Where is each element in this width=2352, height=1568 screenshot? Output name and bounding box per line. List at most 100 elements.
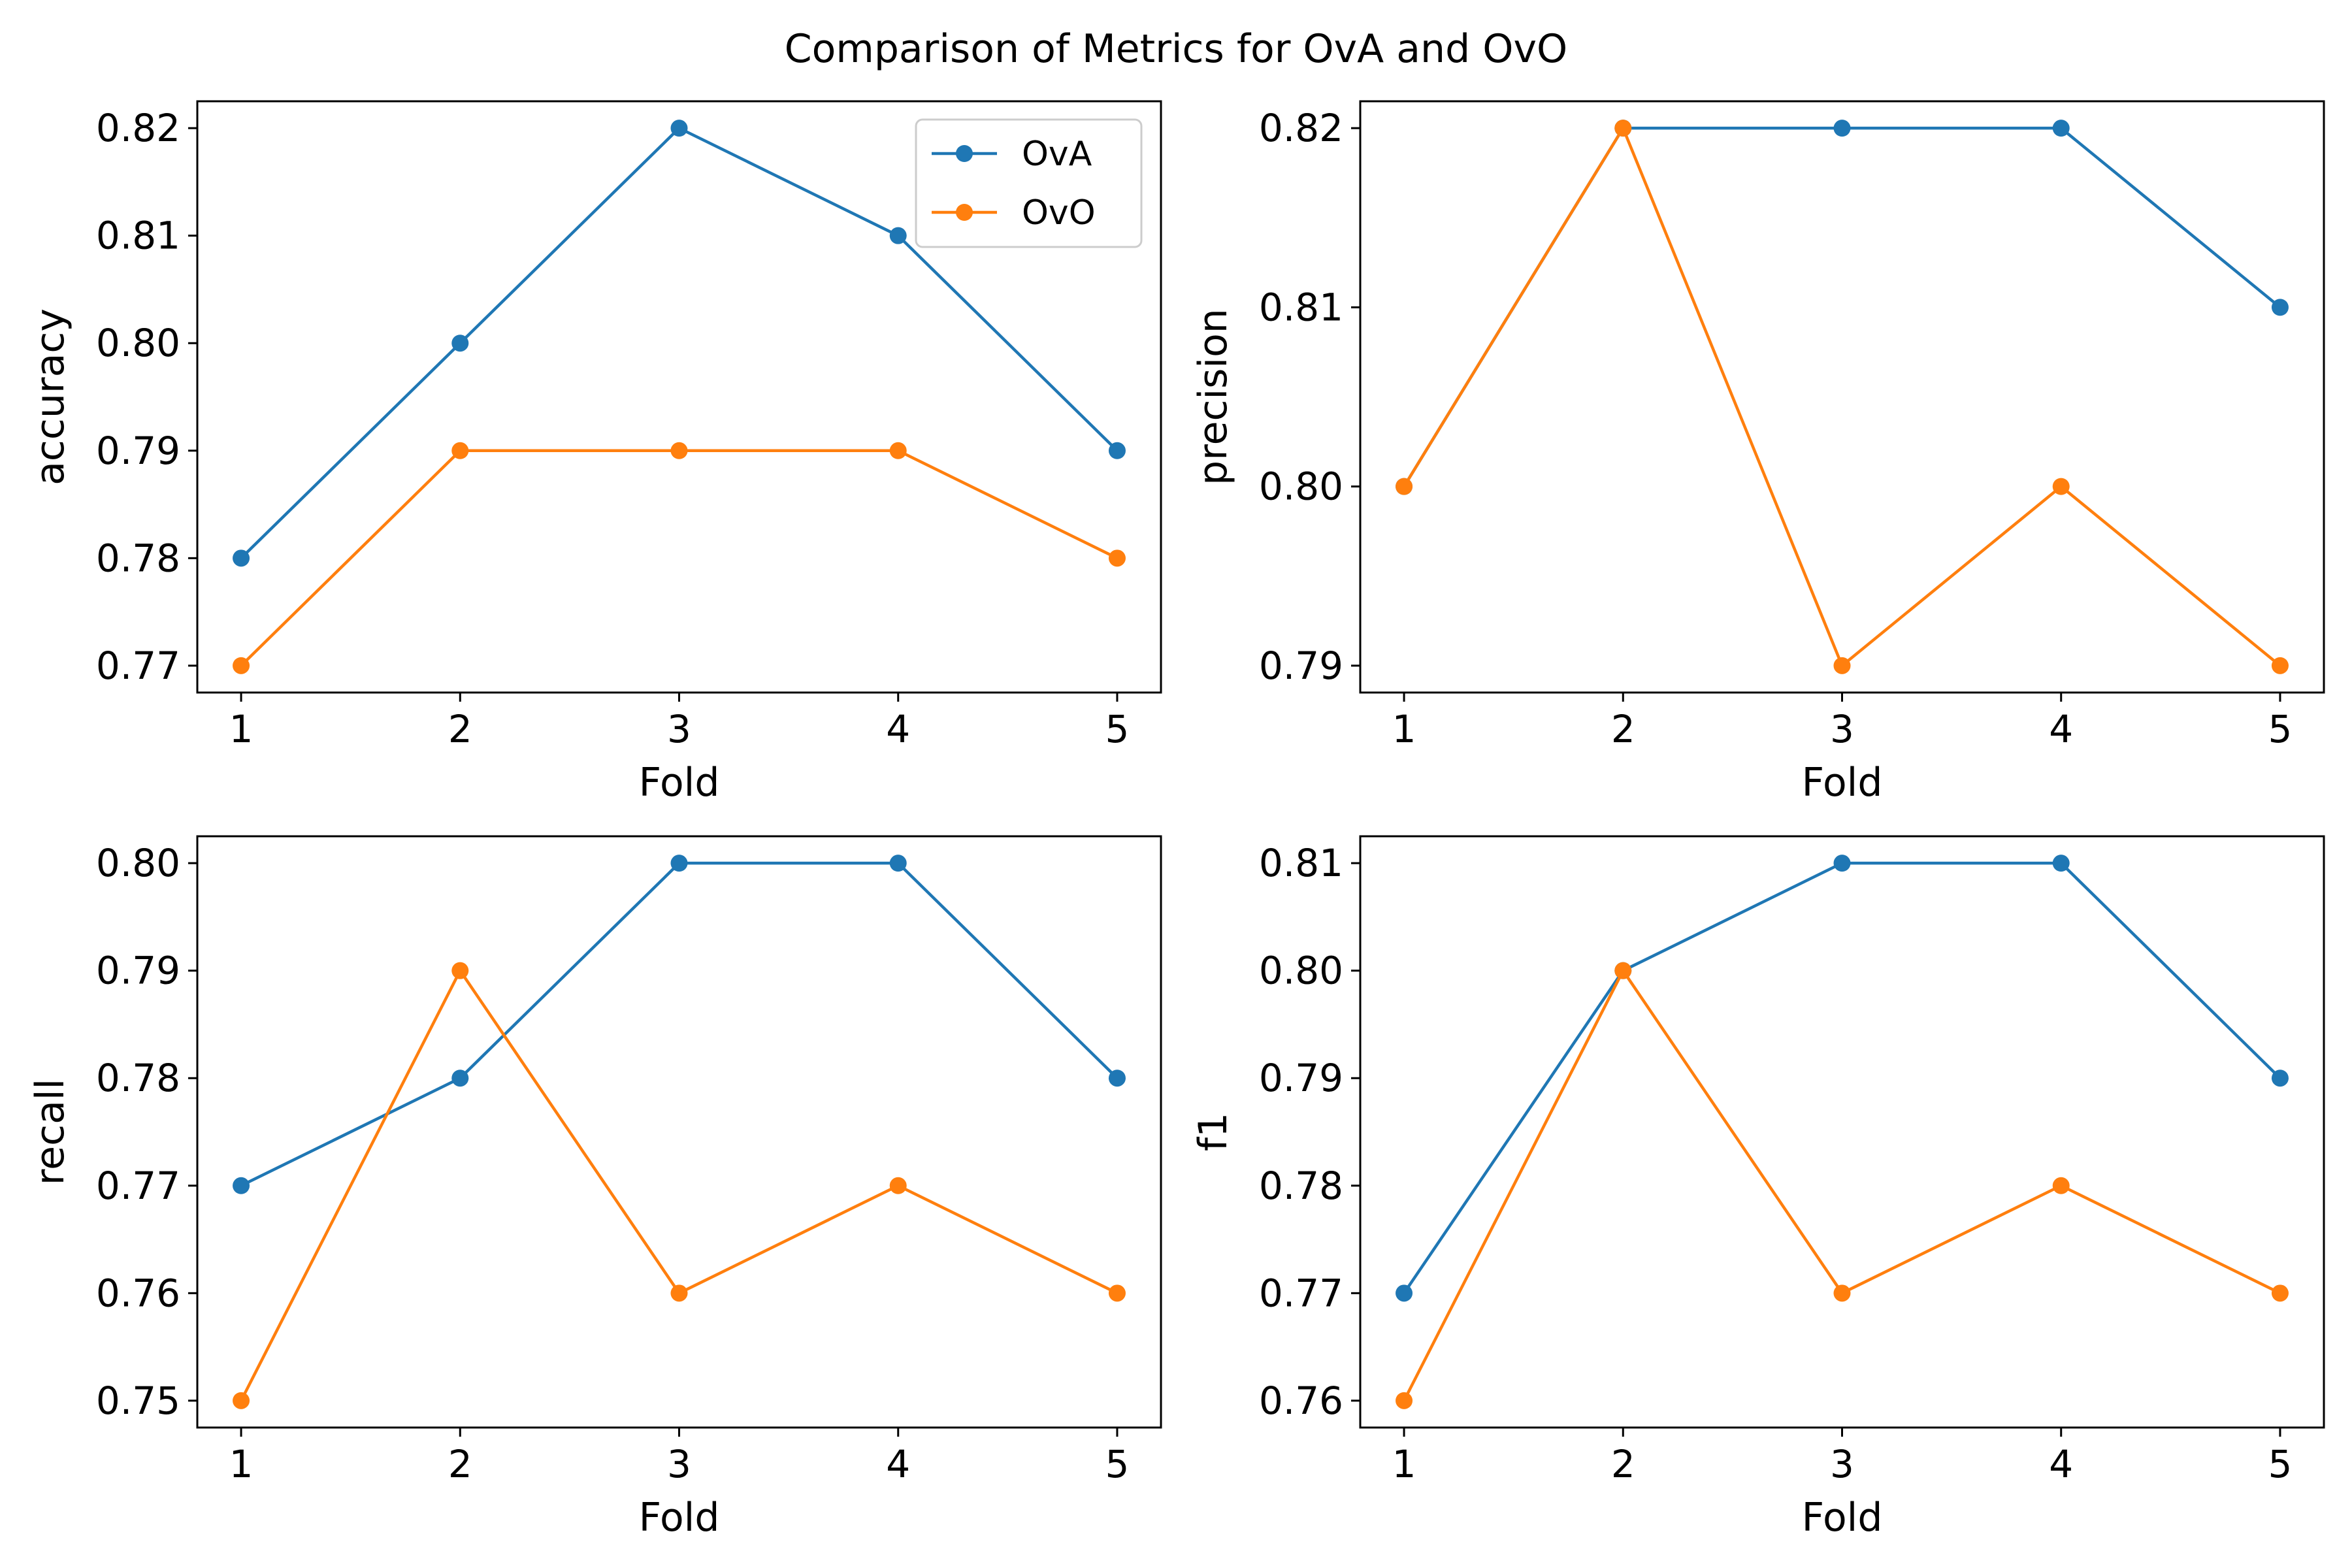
y-tick-label: 0.79 — [96, 949, 180, 993]
data-point-ova — [1833, 855, 1851, 872]
x-tick-label: 5 — [1105, 1442, 1130, 1486]
series-ovo — [1396, 120, 2289, 674]
data-point-ova — [670, 120, 688, 137]
series-ovo — [1396, 962, 2289, 1409]
plot-area — [1360, 836, 2324, 1428]
data-point-ovo — [1108, 549, 1126, 567]
data-point-ovo — [451, 962, 469, 979]
subplot-top-left: 1 2 3 4 5 0.77 0.78 0.79 0.80 0.81 0.82 Fold accurac… — [27, 100, 1162, 806]
data-point-ovo — [2271, 657, 2289, 674]
y-tick-label: 0.77 — [96, 644, 180, 688]
x-tick-label: 2 — [1611, 1442, 1635, 1486]
x-tick-label: 5 — [2268, 707, 2293, 751]
data-point-ova — [1396, 1284, 1413, 1302]
data-point-ova — [2271, 1070, 2289, 1087]
data-point-ovo — [1108, 1284, 1126, 1302]
x-axis-label: Fold — [639, 1495, 720, 1541]
x-tick-label: 4 — [886, 707, 910, 751]
y-tick-label: 0.82 — [1259, 106, 1343, 150]
y-tick-label: 0.80 — [1259, 465, 1343, 509]
data-point-ovo — [1833, 657, 1851, 674]
y-tick-label: 0.77 — [1259, 1271, 1343, 1315]
plot-frame — [196, 835, 1162, 1429]
x-tick-label: 3 — [667, 1442, 691, 1486]
x-tick-label: 2 — [1611, 707, 1635, 751]
y-tick-label: 0.81 — [1259, 841, 1343, 885]
y-tick-label: 0.81 — [1259, 285, 1343, 329]
y-axis-label: recall — [27, 1079, 73, 1185]
data-point-ovo — [1396, 1392, 1413, 1409]
data-point-ovo — [889, 1177, 907, 1194]
x-tick-label: 3 — [1830, 1442, 1854, 1486]
x-axis-label: Fold — [1802, 760, 1883, 806]
series-ova — [1396, 855, 2289, 1302]
data-point-ovo — [1614, 120, 1632, 137]
plot-frame — [1359, 100, 2325, 694]
y-axis-label: precision — [1190, 308, 1236, 485]
y-tick-label: 0.79 — [1259, 1056, 1343, 1100]
x-axis-label: Fold — [1802, 1495, 1883, 1541]
x-tick-label: 3 — [667, 707, 691, 751]
plot-frame — [1359, 835, 2325, 1429]
subplot-bottom-left: 1 2 3 4 5 0.75 0.76 0.77 0.78 0.79 0.80 Fold recall — [27, 835, 1162, 1541]
data-point-ovo — [1396, 478, 1413, 495]
x-tick-label: 3 — [1830, 707, 1854, 751]
data-point-ovo — [889, 442, 907, 459]
legend: OvA OvO — [915, 118, 1143, 248]
x-tick-label: 1 — [229, 707, 253, 751]
x-tick-label: 1 — [1392, 1442, 1416, 1486]
y-axis-label: accuracy — [27, 308, 73, 485]
legend-label-ova: OvA — [1022, 135, 1092, 174]
data-point-ovo — [2271, 1284, 2289, 1302]
x-tick-label: 1 — [229, 1442, 253, 1486]
subplot-top-right: 1 2 3 4 5 0.79 0.80 0.81 0.82 Fold precision — [1190, 100, 2325, 806]
y-tick-label: 0.79 — [1259, 644, 1343, 688]
y-tick-label: 0.75 — [96, 1379, 180, 1423]
y-tick-label: 0.78 — [96, 536, 180, 580]
x-tick-label: 4 — [2049, 1442, 2073, 1486]
data-point-ova — [670, 855, 688, 872]
legend-marker-ovo — [956, 204, 973, 221]
data-point-ova — [451, 1070, 469, 1087]
data-point-ovo — [451, 442, 469, 459]
y-tick-label: 0.76 — [1259, 1379, 1343, 1423]
x-tick-label: 5 — [2268, 1442, 2293, 1486]
y-tick-label: 0.79 — [96, 429, 180, 473]
y-tick-label: 0.80 — [1259, 949, 1343, 993]
figure-title: Comparison of Metrics for OvA and OvO — [785, 26, 1567, 72]
data-point-ova — [889, 227, 907, 244]
y-tick-label: 0.80 — [96, 321, 180, 365]
data-point-ova — [1108, 442, 1126, 459]
data-point-ovo — [670, 442, 688, 459]
data-point-ovo — [1614, 962, 1632, 979]
legend-marker-ova — [956, 145, 973, 162]
y-tick-label: 0.80 — [96, 841, 180, 885]
plot-area — [1360, 101, 2324, 693]
data-point-ova — [2271, 299, 2289, 316]
subplot-grid: 1 2 3 4 5 0.77 0.78 0.79 0.80 0.81 0.82 Fold accurac… — [27, 100, 2325, 1541]
x-tick-label: 2 — [448, 707, 472, 751]
data-point-ovo — [670, 1284, 688, 1302]
series-ova — [233, 120, 1126, 567]
plot-frame — [196, 100, 1162, 694]
data-point-ovo — [1833, 1284, 1851, 1302]
x-tick-label: 2 — [448, 1442, 472, 1486]
x-tick-label: 5 — [1105, 707, 1130, 751]
x-axis-label: Fold — [639, 760, 720, 806]
data-point-ova — [2052, 120, 2070, 137]
data-point-ovo — [233, 1392, 250, 1409]
data-point-ova — [451, 335, 469, 352]
series-ovo — [233, 442, 1126, 674]
y-axis-label: f1 — [1190, 1113, 1236, 1151]
data-point-ovo — [233, 657, 250, 674]
legend-label-ovo: OvO — [1022, 193, 1096, 233]
series-ovo — [233, 962, 1126, 1409]
y-tick-label: 0.78 — [1259, 1164, 1343, 1208]
y-tick-label: 0.76 — [96, 1271, 180, 1315]
data-point-ova — [233, 1177, 250, 1194]
y-tick-label: 0.81 — [96, 214, 180, 258]
plot-area — [197, 836, 1161, 1428]
data-point-ova — [1108, 1070, 1126, 1087]
y-tick-label: 0.77 — [96, 1164, 180, 1208]
